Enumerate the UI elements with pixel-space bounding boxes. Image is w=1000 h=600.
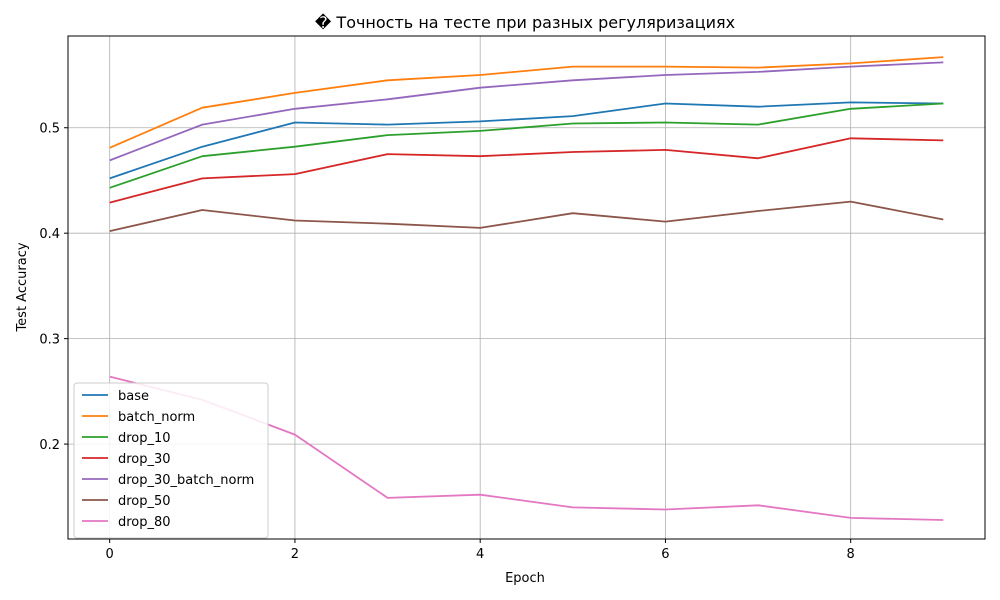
legend-label: drop_80 (118, 515, 171, 530)
legend-box (73, 382, 269, 539)
series-line-drop-30-batch-norm (109, 61, 944, 162)
y-tick-label: 0.3 (39, 333, 60, 348)
series-line-drop-50 (109, 200, 944, 232)
y-tick-label: 0.2 (39, 438, 60, 453)
chart-title: � Точность на тесте при разных регуляриз… (315, 13, 735, 32)
series-line-batch-norm (109, 56, 944, 149)
y-axis-label: Test Accuracy (15, 242, 30, 332)
y-tick-label: 0.5 (39, 122, 60, 137)
x-tick-label: 8 (847, 547, 855, 562)
legend-label: batch_norm (118, 410, 195, 425)
y-tick-label: 0.4 (39, 227, 60, 242)
x-tick-label: 6 (661, 547, 669, 562)
legend-label: base (118, 389, 149, 404)
plot-frame (67, 35, 986, 540)
x-axis: 0 2 4 6 8 (106, 539, 855, 562)
legend-label: drop_30 (118, 452, 171, 467)
x-tick-label: 4 (476, 547, 484, 562)
legend: base batch_norm drop_10 drop_30 drop_30_batc… (73, 382, 269, 539)
legend-label: drop_10 (118, 431, 171, 446)
x-tick-label: 2 (291, 547, 299, 562)
legend-label: drop_30_batch_norm (118, 473, 254, 488)
x-axis-label: Epoch (505, 571, 545, 586)
x-tick-label: 0 (106, 547, 114, 562)
legend-label: drop_50 (118, 494, 171, 509)
series-line-drop-10 (109, 102, 944, 189)
series-line-base (109, 101, 944, 180)
series-line-drop-30 (109, 137, 944, 204)
y-axis: 0.2 0.3 0.4 0.5 (39, 122, 68, 453)
